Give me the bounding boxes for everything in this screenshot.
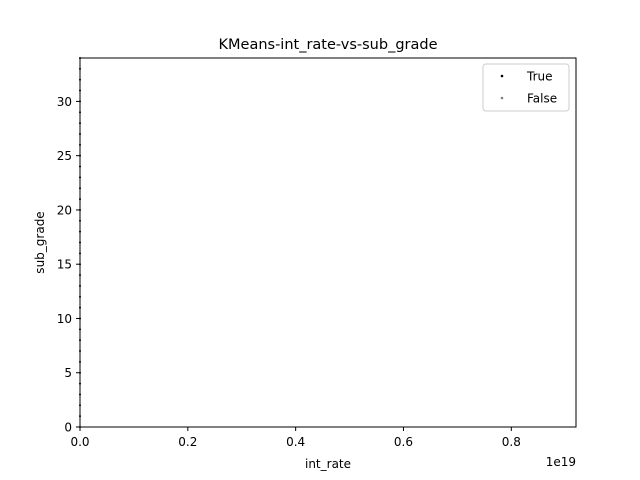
y-tick-label: 25 bbox=[57, 149, 72, 163]
y-axis-ticks: 0 5 10 15 20 25 30 bbox=[57, 95, 80, 435]
chart-title: KMeans-int_rate-vs-sub_grade bbox=[219, 37, 438, 53]
x-tick-label: 0.0 bbox=[70, 435, 89, 449]
y-axis-label: sub_grade bbox=[33, 211, 47, 273]
axes-frame bbox=[79, 57, 577, 428]
legend-marker-false bbox=[500, 96, 504, 100]
legend: True False bbox=[482, 63, 570, 112]
legend-entries: True False bbox=[500, 70, 557, 106]
x-axis-offset-label: 1e19 bbox=[546, 455, 576, 469]
x-axis-label: int_rate bbox=[305, 457, 351, 471]
legend-label-true: True bbox=[526, 70, 553, 84]
y-tick-label: 20 bbox=[57, 203, 72, 217]
x-tick-label: 0.2 bbox=[178, 435, 197, 449]
x-axis-ticks: 0.0 0.2 0.4 0.6 0.8 bbox=[70, 427, 521, 449]
plot-area bbox=[79, 57, 577, 428]
y-tick-label: 30 bbox=[57, 95, 72, 109]
x-tick-label: 0.6 bbox=[394, 435, 413, 449]
legend-label-false: False bbox=[527, 92, 557, 106]
x-tick-label: 0.4 bbox=[286, 435, 305, 449]
legend-marker-true bbox=[500, 74, 504, 78]
x-tick-label: 0.8 bbox=[502, 435, 521, 449]
legend-box bbox=[482, 63, 570, 112]
y-tick-label: 10 bbox=[57, 312, 72, 326]
y-tick-label: 5 bbox=[64, 366, 72, 380]
y-tick-label: 15 bbox=[57, 258, 72, 272]
y-tick-label: 0 bbox=[64, 421, 72, 435]
